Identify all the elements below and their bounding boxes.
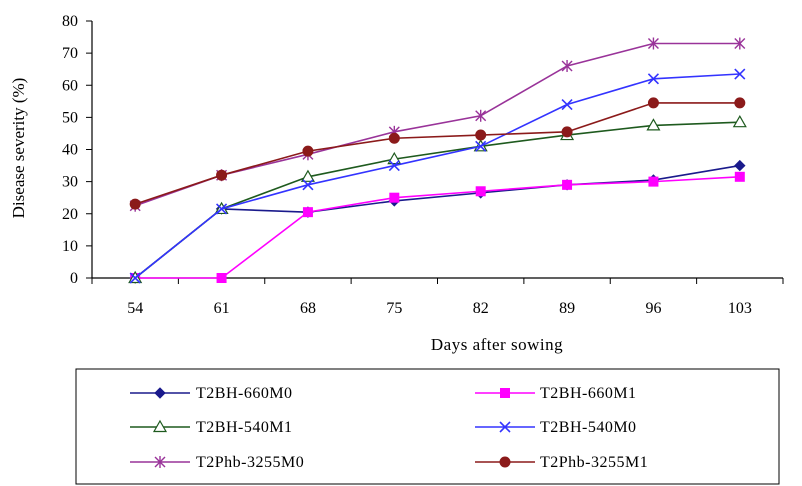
legend-label: T2Phb-3255M0 — [196, 454, 304, 471]
y-tick-labels: 0 10 20 30 40 50 60 70 80 — [62, 13, 78, 287]
legend: T2BH-660M0 T2BH-660M1 T2BH-540M1 T2BH-540M0… — [75, 368, 780, 485]
legend-marker — [499, 421, 511, 433]
x-axis-title: Days after sowing — [431, 335, 563, 354]
data-point — [302, 145, 314, 157]
series-T2BH-540M0 — [129, 68, 746, 284]
y-tick-label: 70 — [62, 45, 78, 62]
legend-marker — [154, 387, 166, 399]
data-point — [561, 126, 573, 138]
data-point — [734, 171, 745, 182]
x-tick-label: 61 — [214, 300, 230, 317]
data-point — [216, 169, 228, 181]
series-line — [134, 164, 740, 279]
data-point — [300, 169, 315, 182]
x-tick-labels: 54 61 68 75 82 89 96 103 — [127, 300, 752, 317]
data-point — [647, 37, 659, 50]
data-point — [732, 114, 747, 128]
data-point — [561, 98, 573, 111]
y-tick-label: 60 — [62, 77, 78, 94]
legend-item: T2BH-660M0 — [130, 385, 293, 402]
series-layer — [128, 37, 747, 284]
series-line — [135, 176, 740, 279]
legend-marker — [499, 456, 511, 468]
data-point — [302, 207, 313, 218]
y-axis-title: Disease severity (%) — [9, 78, 28, 219]
data-point — [388, 132, 400, 144]
data-point — [215, 203, 228, 215]
y-tick-label: 20 — [62, 206, 78, 223]
legend-marker — [154, 456, 166, 468]
x-tick-label: 103 — [728, 300, 752, 317]
data-point — [734, 159, 746, 172]
x-tick-label: 89 — [559, 300, 575, 317]
y-tick-label: 0 — [70, 270, 78, 287]
x-tick-label: 96 — [645, 300, 661, 317]
x-tick-label: 68 — [300, 300, 316, 317]
legend-marker — [152, 419, 168, 433]
data-point — [216, 273, 227, 283]
x-tick-label: 82 — [473, 300, 489, 317]
legend-label: T2Phb-3255M1 — [540, 454, 648, 471]
x-tick-label: 54 — [127, 300, 143, 317]
data-point — [389, 192, 400, 203]
series-line — [134, 73, 740, 279]
data-point — [562, 179, 573, 190]
y-tick-label: 10 — [62, 238, 78, 255]
legend-item: T2BH-540M1 — [130, 419, 293, 436]
legend-box — [75, 368, 780, 485]
data-point — [475, 186, 486, 197]
data-point — [734, 68, 746, 80]
data-point — [734, 37, 746, 50]
series-T2BH-540M1 — [128, 114, 747, 284]
series-T2Phb-3255M1 — [129, 97, 746, 210]
y-tick-label: 80 — [62, 13, 78, 30]
data-point — [129, 272, 141, 284]
data-point — [387, 151, 402, 165]
data-point — [561, 59, 573, 72]
legend-label: T2BH-660M1 — [540, 385, 637, 402]
data-point — [734, 97, 746, 109]
data-point — [475, 140, 487, 152]
series-line — [134, 121, 740, 279]
y-tick-label: 30 — [62, 174, 78, 191]
legend-marker — [500, 388, 510, 398]
legend-label: T2BH-660M0 — [196, 385, 293, 402]
y-tick-label: 50 — [62, 109, 78, 126]
data-point — [388, 159, 400, 172]
series-T2BH-660M1 — [130, 171, 745, 283]
data-point — [129, 198, 141, 210]
data-point — [475, 109, 487, 122]
legend-item: T2Phb-3255M1 — [475, 454, 648, 471]
legend-item: T2BH-540M0 — [475, 419, 637, 436]
legend-label: T2BH-540M0 — [540, 419, 637, 436]
x-tick-label: 75 — [386, 300, 402, 317]
data-point — [475, 129, 487, 141]
data-point — [647, 73, 660, 85]
data-point — [648, 176, 659, 187]
data-point — [646, 118, 661, 131]
legend-label: T2BH-540M1 — [196, 419, 293, 436]
series-line — [134, 102, 740, 205]
y-tick-label: 40 — [62, 142, 78, 159]
data-point — [647, 97, 659, 109]
legend-item: T2Phb-3255M0 — [130, 454, 304, 471]
data-point — [302, 179, 314, 191]
legend-item: T2BH-660M1 — [475, 385, 637, 402]
